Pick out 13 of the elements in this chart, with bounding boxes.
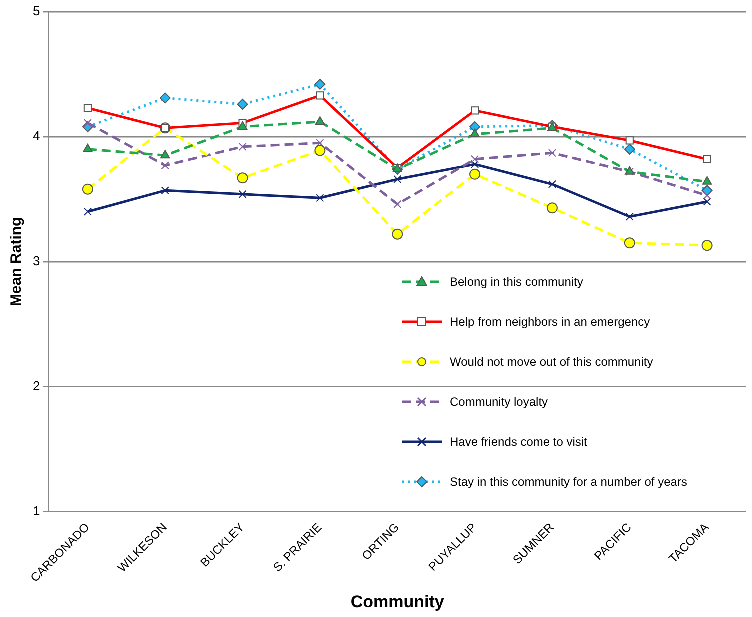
y-axis-title: Mean Rating xyxy=(8,217,26,306)
legend-label: Stay in this community for a number of years xyxy=(450,475,688,489)
y-tick-label: 1 xyxy=(32,503,40,518)
legend-label: Community loyalty xyxy=(450,395,548,409)
legend-label: Help from neighbors in an emergency xyxy=(450,315,650,329)
y-tick-label: 3 xyxy=(32,253,40,268)
y-tick-label: 2 xyxy=(32,378,40,394)
y-tick-label: 5 xyxy=(32,4,40,19)
y-tick-label: 4 xyxy=(32,128,40,144)
legend-label: Have friends come to visit xyxy=(450,435,588,449)
legend-label: Would not move out of this community xyxy=(450,355,654,369)
legend-label: Belong in this community xyxy=(450,275,584,289)
x-axis-title: Community xyxy=(350,592,445,612)
